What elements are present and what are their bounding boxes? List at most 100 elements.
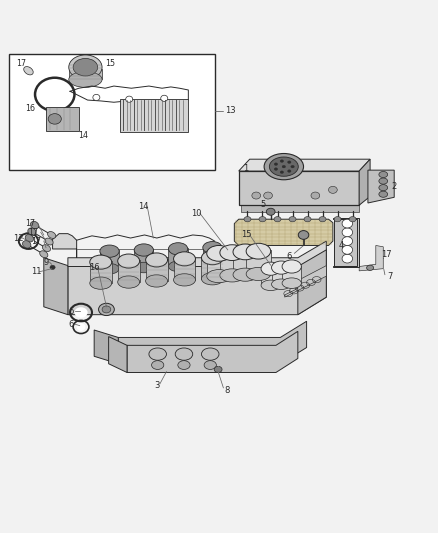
- Bar: [118, 260, 140, 282]
- Ellipse shape: [264, 154, 304, 180]
- Ellipse shape: [134, 244, 153, 256]
- Text: 12: 12: [14, 233, 24, 243]
- Ellipse shape: [259, 216, 266, 222]
- Ellipse shape: [25, 235, 34, 242]
- Ellipse shape: [342, 219, 353, 228]
- Bar: [246, 251, 271, 274]
- Ellipse shape: [100, 263, 119, 274]
- Ellipse shape: [342, 237, 353, 246]
- Bar: [100, 251, 119, 269]
- Text: 14: 14: [138, 201, 149, 211]
- Bar: [334, 219, 358, 265]
- Ellipse shape: [100, 245, 119, 257]
- Ellipse shape: [379, 178, 388, 184]
- Ellipse shape: [169, 243, 188, 255]
- Text: 16: 16: [89, 263, 99, 272]
- Ellipse shape: [282, 260, 301, 273]
- Bar: [220, 252, 244, 276]
- Ellipse shape: [304, 216, 311, 222]
- Ellipse shape: [74, 307, 88, 318]
- Ellipse shape: [342, 228, 353, 237]
- Ellipse shape: [220, 269, 244, 282]
- Ellipse shape: [48, 231, 56, 238]
- Ellipse shape: [42, 84, 68, 106]
- Ellipse shape: [178, 361, 190, 369]
- Ellipse shape: [24, 67, 33, 75]
- Ellipse shape: [69, 71, 102, 87]
- Ellipse shape: [274, 163, 278, 165]
- Bar: [282, 265, 301, 283]
- Ellipse shape: [328, 187, 337, 193]
- Ellipse shape: [102, 306, 111, 313]
- Text: 6: 6: [286, 252, 292, 261]
- Ellipse shape: [233, 244, 258, 260]
- Ellipse shape: [69, 55, 102, 79]
- Ellipse shape: [272, 261, 291, 274]
- Ellipse shape: [203, 260, 222, 270]
- Ellipse shape: [287, 161, 291, 164]
- Ellipse shape: [23, 237, 34, 246]
- Polygon shape: [359, 159, 370, 205]
- Ellipse shape: [48, 114, 61, 124]
- Ellipse shape: [93, 94, 100, 101]
- Ellipse shape: [261, 262, 280, 275]
- Ellipse shape: [90, 277, 112, 289]
- Ellipse shape: [204, 361, 216, 369]
- Bar: [201, 257, 223, 279]
- Ellipse shape: [274, 168, 278, 171]
- Polygon shape: [241, 204, 359, 212]
- Ellipse shape: [272, 279, 291, 289]
- Ellipse shape: [145, 253, 167, 267]
- Text: 17: 17: [28, 228, 38, 237]
- Ellipse shape: [118, 254, 140, 268]
- Ellipse shape: [342, 246, 353, 254]
- Ellipse shape: [45, 238, 53, 245]
- Ellipse shape: [118, 276, 140, 288]
- Bar: [203, 247, 222, 265]
- Polygon shape: [285, 265, 326, 297]
- Ellipse shape: [379, 191, 388, 197]
- Bar: [90, 261, 112, 283]
- Ellipse shape: [269, 157, 298, 176]
- Ellipse shape: [30, 221, 39, 229]
- Ellipse shape: [173, 252, 195, 266]
- Bar: [207, 253, 231, 276]
- Text: 6: 6: [68, 320, 74, 329]
- Ellipse shape: [207, 246, 231, 261]
- Text: 1: 1: [244, 164, 249, 173]
- Ellipse shape: [291, 165, 294, 168]
- Ellipse shape: [289, 216, 296, 222]
- Text: 15: 15: [241, 230, 251, 239]
- Ellipse shape: [22, 240, 31, 248]
- Polygon shape: [368, 170, 394, 203]
- Bar: [69, 69, 102, 79]
- Text: 13: 13: [225, 106, 235, 115]
- Polygon shape: [118, 321, 307, 364]
- Text: 10: 10: [191, 208, 201, 217]
- Ellipse shape: [77, 323, 85, 331]
- Polygon shape: [44, 258, 68, 314]
- Text: 2: 2: [392, 182, 397, 191]
- Polygon shape: [239, 171, 359, 205]
- Text: 17: 17: [31, 237, 41, 246]
- Text: 17: 17: [25, 219, 35, 228]
- Polygon shape: [239, 159, 370, 171]
- Ellipse shape: [319, 216, 326, 222]
- Polygon shape: [298, 249, 326, 314]
- Bar: [173, 258, 195, 280]
- Bar: [169, 248, 188, 266]
- Text: 14: 14: [78, 132, 88, 141]
- Ellipse shape: [90, 255, 112, 269]
- Ellipse shape: [274, 216, 281, 222]
- Text: 5: 5: [260, 200, 265, 209]
- Ellipse shape: [134, 262, 153, 273]
- Ellipse shape: [201, 273, 223, 285]
- Bar: [233, 251, 258, 274]
- Ellipse shape: [280, 160, 284, 163]
- Ellipse shape: [264, 192, 272, 199]
- Ellipse shape: [233, 268, 258, 281]
- Ellipse shape: [220, 245, 244, 261]
- Polygon shape: [53, 233, 77, 258]
- Ellipse shape: [244, 216, 251, 222]
- Polygon shape: [359, 246, 383, 271]
